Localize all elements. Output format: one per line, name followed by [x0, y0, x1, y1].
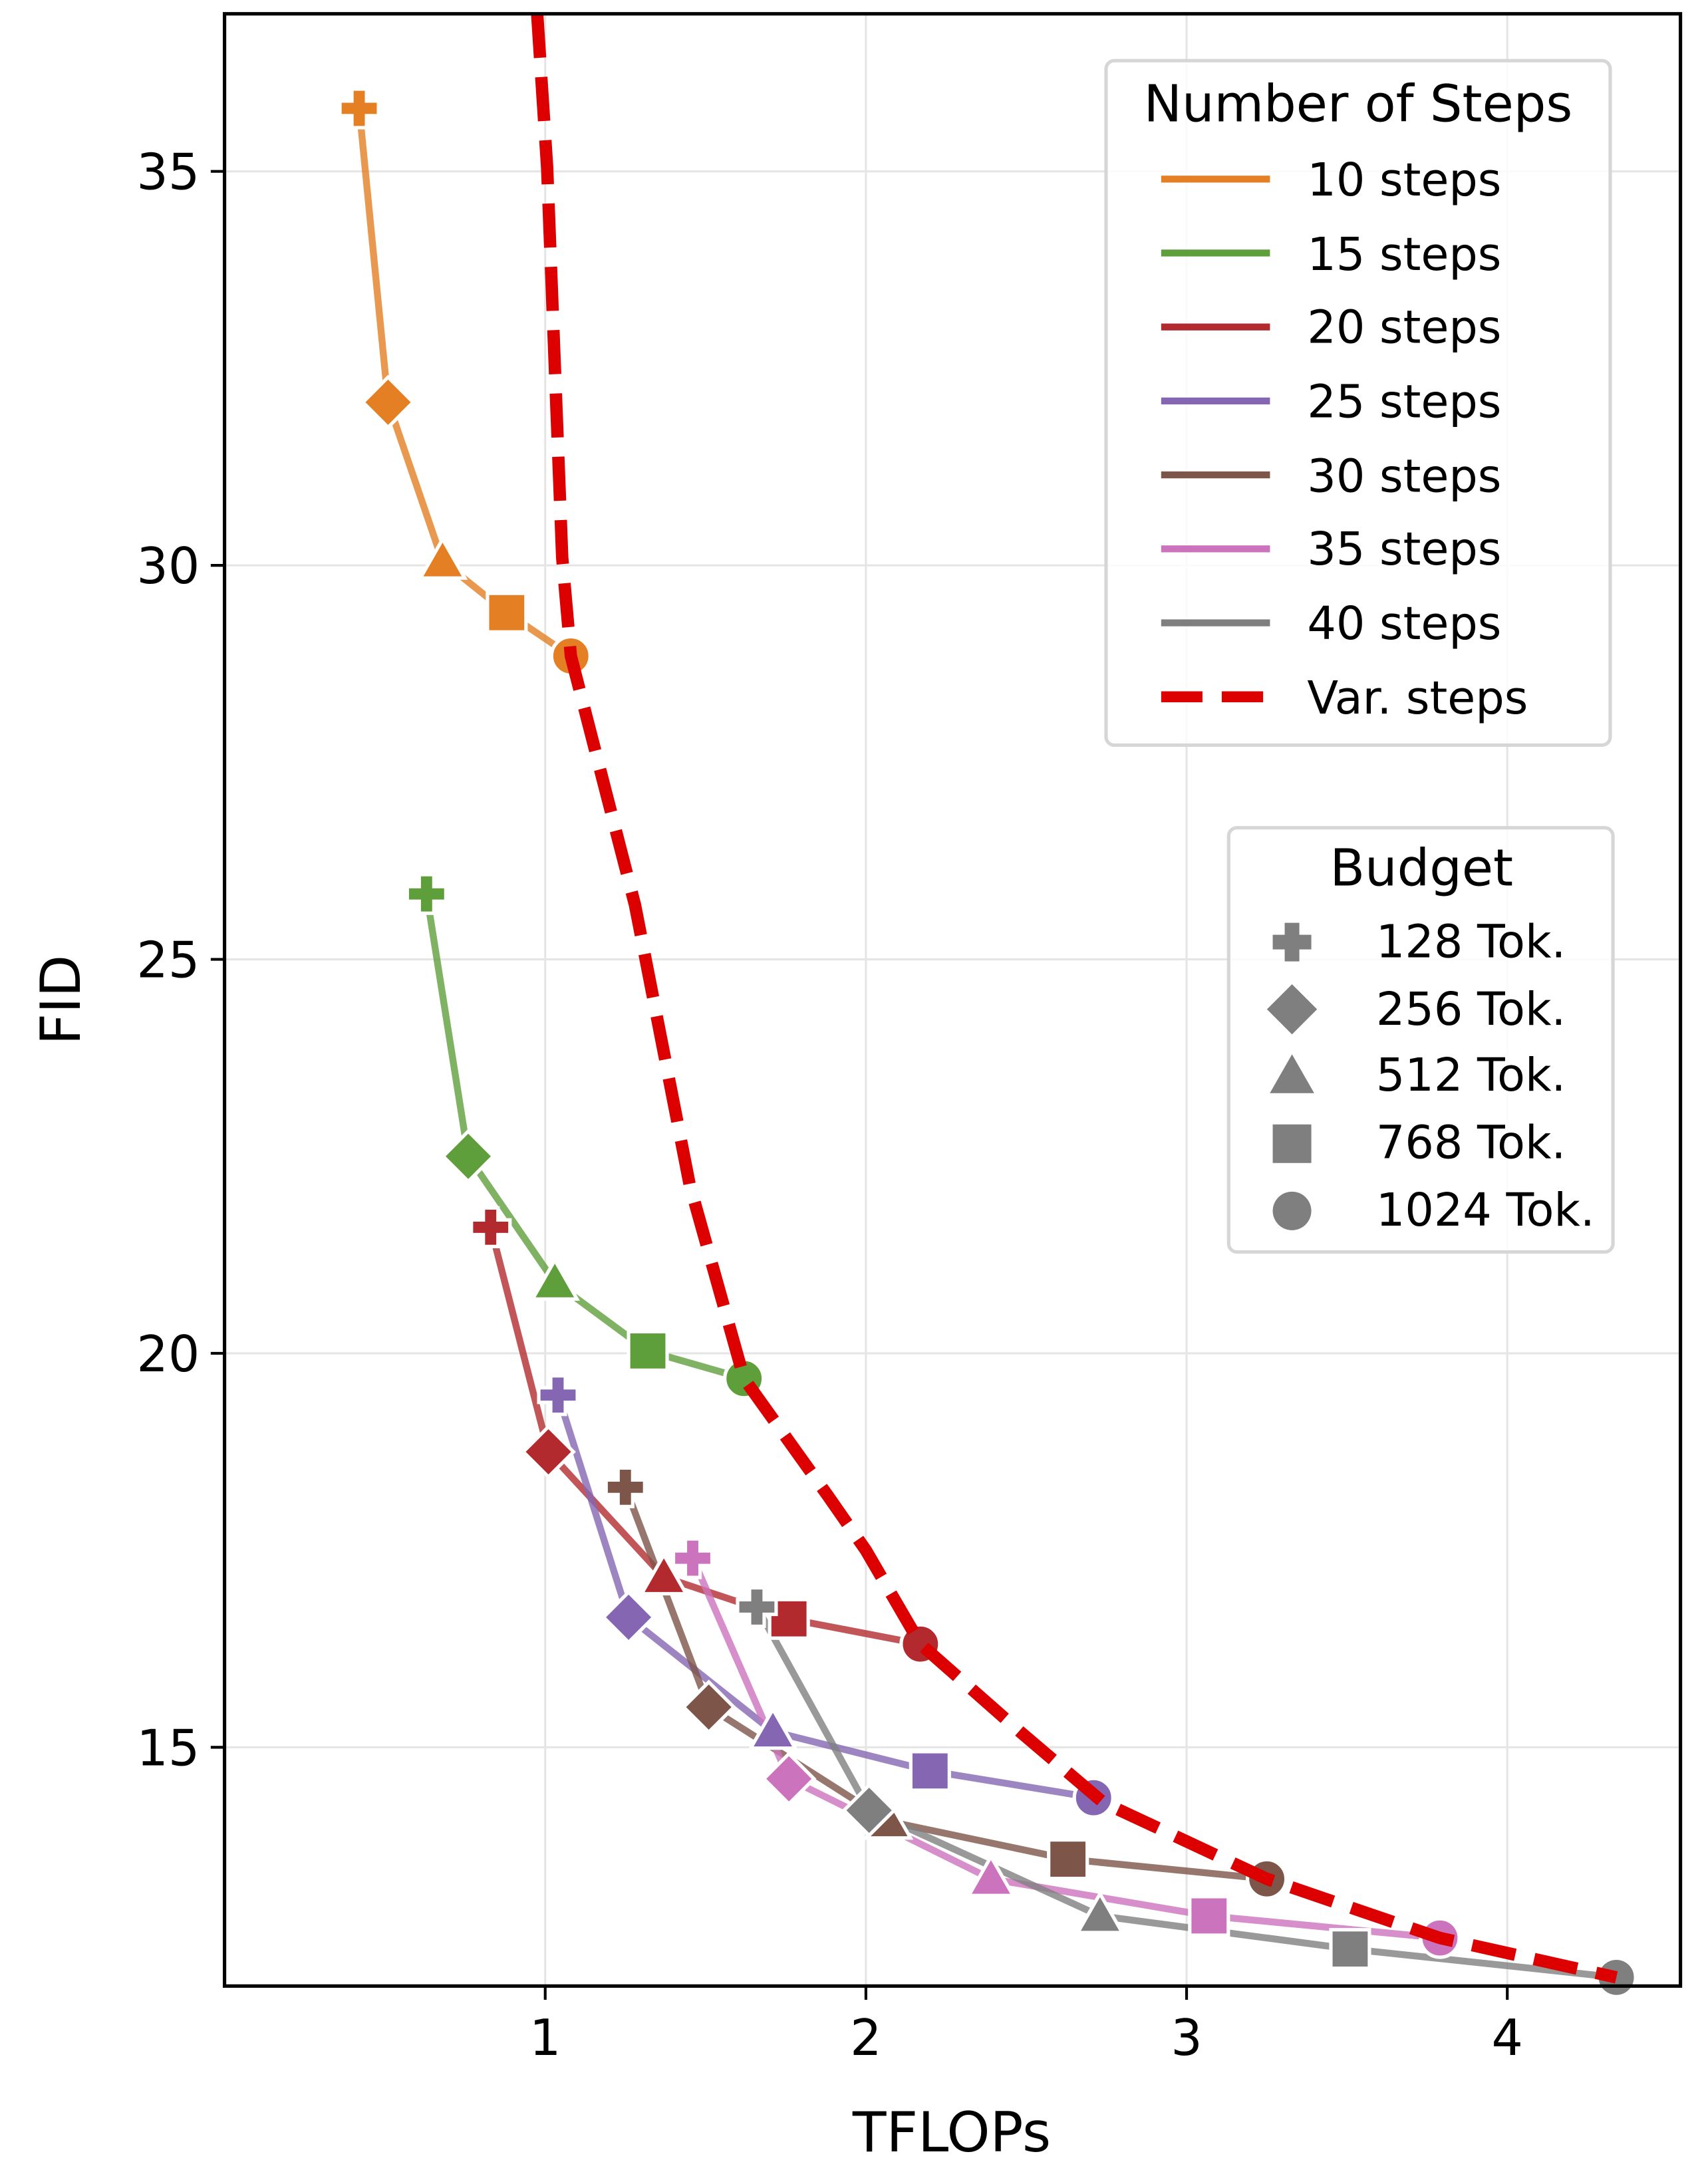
grid	[210, 13, 1681, 2000]
marker-plus	[604, 1466, 646, 1508]
marker-diamond	[761, 1751, 817, 1807]
y-tick-label: 30	[136, 537, 200, 595]
x-axis: 1 2 3 4	[529, 2009, 1523, 2067]
marker-plus	[671, 1537, 714, 1579]
marker-plus	[1272, 922, 1312, 962]
legend-label: 20 steps	[1307, 302, 1501, 354]
marker-square	[1272, 1124, 1312, 1163]
marker-plus	[537, 1374, 579, 1417]
marker-triangle	[748, 1706, 798, 1750]
marker-square	[1047, 1838, 1089, 1881]
legend-label: 30 steps	[1307, 450, 1501, 503]
y-tick-label: 20	[136, 1325, 200, 1383]
marker-plus	[338, 87, 380, 130]
marker-diamond	[841, 1782, 897, 1838]
y-axis-label: FID	[29, 955, 93, 1045]
steps-legend: Number of Steps 10 steps 15 steps 20 ste…	[1104, 59, 1612, 747]
x-tick-label: 3	[1171, 2009, 1202, 2067]
series-markers	[338, 13, 1637, 1998]
marker-square	[909, 1750, 951, 1792]
y-tick-label: 25	[136, 931, 200, 989]
marker-triangle	[639, 1551, 689, 1596]
plot-frame	[222, 12, 1683, 1988]
legend-label: 40 steps	[1307, 598, 1501, 650]
marker-diamond	[681, 1679, 736, 1735]
var-steps-line	[531, 13, 1618, 1984]
marker-diamond	[440, 1129, 496, 1184]
marker-plus	[736, 1585, 778, 1629]
marker-plus	[470, 1206, 512, 1248]
marker-triangle	[529, 1256, 580, 1301]
legend-label: Var. steps	[1307, 672, 1528, 725]
budget-legend-title: Budget	[1330, 839, 1513, 898]
legend-label: 10 steps	[1307, 154, 1501, 207]
marker-square	[1329, 1928, 1371, 1970]
y-axis: 15 20 25 30 35	[136, 144, 200, 1778]
legend-label: 25 steps	[1307, 376, 1501, 429]
legend-label: 768 Tok.	[1376, 1117, 1566, 1170]
marker-square	[627, 1329, 669, 1372]
marker-triangle	[1270, 1054, 1314, 1093]
x-tick-label: 1	[529, 2009, 561, 2067]
marker-circle	[1272, 1191, 1312, 1230]
budget-legend: Budget 128 Tok. 256 Tok. 512 Tok. 768 To…	[1226, 826, 1615, 1254]
legend-label: 15 steps	[1307, 229, 1501, 281]
y-tick-label: 15	[136, 1719, 200, 1777]
marker-triangle	[417, 535, 468, 580]
marker-square	[1188, 1895, 1230, 1937]
marker-diamond	[521, 1424, 576, 1480]
steps-legend-title: Number of Steps	[1144, 74, 1573, 134]
marker-plus	[405, 873, 448, 915]
marker-triangle	[966, 1853, 1016, 1897]
marker-diamond	[1266, 984, 1318, 1035]
x-axis-label: TFLOPs	[852, 2100, 1051, 2165]
legend-label: 35 steps	[1307, 523, 1501, 576]
y-tick-label: 35	[136, 144, 200, 202]
x-tick-label: 2	[850, 2009, 881, 2067]
marker-square	[486, 591, 528, 634]
legend-label: 1024 Tok.	[1376, 1184, 1595, 1237]
legend-label: 512 Tok.	[1376, 1049, 1566, 1102]
marker-diamond	[601, 1589, 656, 1645]
legend-label: 256 Tok.	[1376, 984, 1566, 1036]
x-tick-label: 4	[1491, 2009, 1522, 2067]
marker-triangle	[1075, 1890, 1125, 1935]
legend-label: 128 Tok.	[1376, 916, 1566, 968]
marker-diamond	[360, 374, 416, 430]
